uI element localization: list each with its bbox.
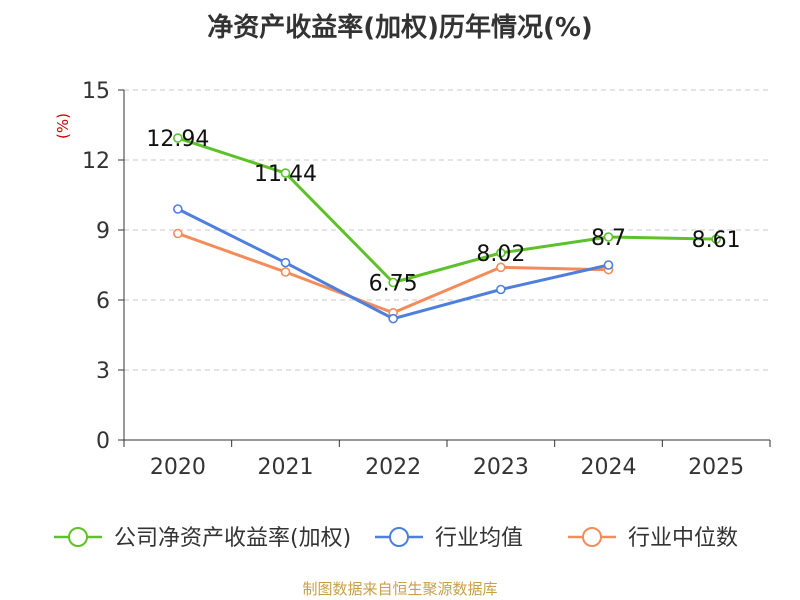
legend-marker — [582, 527, 602, 547]
data-label: 8.61 — [692, 228, 741, 253]
y-tick-label: 12 — [82, 149, 110, 174]
data-point — [280, 168, 291, 178]
chart-title: 净资产收益率(加权)历年情况(%) — [207, 12, 593, 43]
y-tick-label: 0 — [96, 429, 110, 454]
data-label: 12.94 — [146, 127, 209, 152]
legend: 公司净资产收益率(加权) 行业均值 行业中位数 — [54, 526, 738, 551]
source-note: 制图数据来自恒生聚源数据库 — [302, 580, 497, 598]
data-point — [173, 204, 183, 214]
data-label: 8.7 — [591, 226, 626, 251]
y-axis-unit-label: (%) — [54, 113, 72, 139]
data-label: 11.44 — [254, 162, 317, 187]
legend-marker — [68, 527, 88, 547]
data-point — [711, 234, 721, 244]
data-point — [280, 257, 291, 268]
data-point — [173, 133, 183, 143]
legend-label: 行业中位数 — [628, 526, 738, 551]
legend-label: 公司净资产收益率(加权) — [114, 526, 351, 551]
x-tick-label: 2023 — [473, 455, 529, 480]
series-line — [177, 136, 717, 284]
data-point — [496, 248, 506, 258]
data-point — [496, 262, 506, 273]
data-labels: 12.94 11.44 6.75 8.02 8.7 8.61 — [146, 127, 740, 296]
data-label: 8.02 — [476, 242, 525, 267]
data-point — [280, 267, 291, 277]
legend-label: 行业均值 — [435, 526, 523, 551]
x-tick-label: 2024 — [581, 455, 637, 480]
data-point — [603, 260, 614, 270]
data-point — [388, 277, 398, 288]
y-tick-label: 6 — [96, 289, 110, 314]
data-point — [496, 284, 506, 295]
x-tick-label: 2020 — [150, 455, 206, 480]
y-tick-label: 9 — [96, 219, 110, 244]
axes: 0 3 6 9 12 15 2020 2021 2022 2023 2024 2025 — [82, 79, 771, 480]
legend-marker — [389, 527, 409, 547]
data-point — [388, 313, 398, 324]
x-tick-label: 2025 — [688, 455, 744, 480]
x-tick-label: 2022 — [365, 455, 421, 480]
data-point — [173, 228, 183, 239]
series-line — [177, 207, 609, 321]
x-tick-label: 2021 — [258, 455, 314, 480]
series-group — [173, 133, 721, 324]
y-tick-label: 3 — [96, 359, 110, 384]
data-point — [603, 232, 614, 242]
data-label: 6.75 — [369, 272, 418, 297]
y-tick-label: 15 — [82, 79, 110, 104]
